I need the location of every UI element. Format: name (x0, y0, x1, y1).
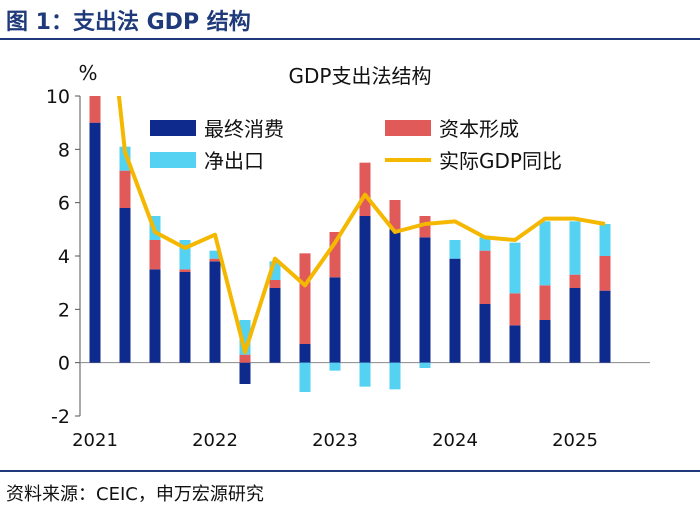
bar-segment (300, 344, 311, 363)
bar-segment (600, 256, 611, 291)
bar-segment (150, 240, 161, 269)
y-tick-label: 8 (58, 139, 70, 161)
bar-segment (360, 216, 371, 363)
bar-segment (240, 355, 251, 363)
x-tick-label: 2025 (552, 430, 598, 451)
bar-segment (180, 269, 191, 272)
y-tick-label: 0 (58, 353, 70, 375)
bar-segment (600, 224, 611, 256)
bar-segment (210, 259, 221, 262)
y-tick-label: 6 (58, 193, 70, 215)
bar-segment (570, 275, 581, 288)
legend-label: 最终消费 (204, 117, 284, 141)
source-note: 资料来源：CEIC，申万宏源研究 (6, 480, 264, 506)
legend-label: 实际GDP同比 (439, 149, 562, 173)
bar-segment (510, 325, 521, 362)
bar-segment (480, 251, 491, 304)
bar-segment (540, 221, 551, 285)
x-tick-label: 2021 (72, 430, 118, 451)
bar-segment (210, 261, 221, 362)
bar-segment (150, 269, 161, 362)
bar-segment (540, 285, 551, 320)
legend-label: 净出口 (204, 149, 264, 173)
bar-segment (510, 243, 521, 294)
legend-swatch (385, 120, 431, 136)
bar-segment (480, 304, 491, 363)
line-series (95, 0, 605, 352)
chart: GDP支出法结构 % -2 0 2 4 6 8 10 2021 2022 2023 2024 2025… (0, 0, 700, 470)
y-unit-label: % (78, 61, 97, 85)
x-tick-label: 2023 (312, 430, 358, 451)
bar-segment (270, 288, 281, 363)
bar-segment (420, 237, 431, 362)
bar-segment (90, 123, 101, 363)
bar-segment (570, 221, 581, 274)
bar-segment (450, 240, 461, 259)
bar-segment (120, 208, 131, 363)
bar-segment (300, 253, 311, 344)
bar-segment (360, 163, 371, 216)
legend-swatch (150, 120, 196, 136)
legend-label: 资本形成 (439, 117, 519, 141)
bar-segment (450, 259, 461, 363)
bar-segment (90, 96, 101, 123)
bar-segment (240, 363, 251, 384)
chart-title: GDP支出法结构 (289, 64, 432, 88)
bar-segment (330, 277, 341, 362)
bar-segment (570, 288, 581, 363)
bar-segment (600, 291, 611, 363)
bar-segment (540, 320, 551, 363)
axes: -2 0 2 4 6 8 10 2021 2022 2023 2024 2025 (46, 86, 650, 451)
y-tick-label: -2 (51, 406, 70, 428)
bar-segment (360, 363, 371, 387)
y-tick-label: 2 (58, 299, 70, 321)
bar-segment (300, 363, 311, 392)
bar-segment (180, 272, 191, 363)
bar-segment (270, 280, 281, 288)
legend-swatch (150, 152, 196, 168)
bar-segment (390, 229, 401, 362)
bar-segment (510, 293, 521, 325)
bar-segment (390, 363, 401, 390)
x-tick-label: 2022 (192, 430, 238, 451)
gdp-growth-line (95, 0, 605, 352)
bar-segment (420, 363, 431, 368)
y-tick-label: 10 (46, 86, 70, 108)
y-tick-label: 4 (58, 246, 70, 268)
bottom-rule (0, 470, 700, 472)
x-tick-label: 2024 (432, 430, 478, 451)
bar-segment (330, 363, 341, 371)
bar-segment (120, 171, 131, 208)
